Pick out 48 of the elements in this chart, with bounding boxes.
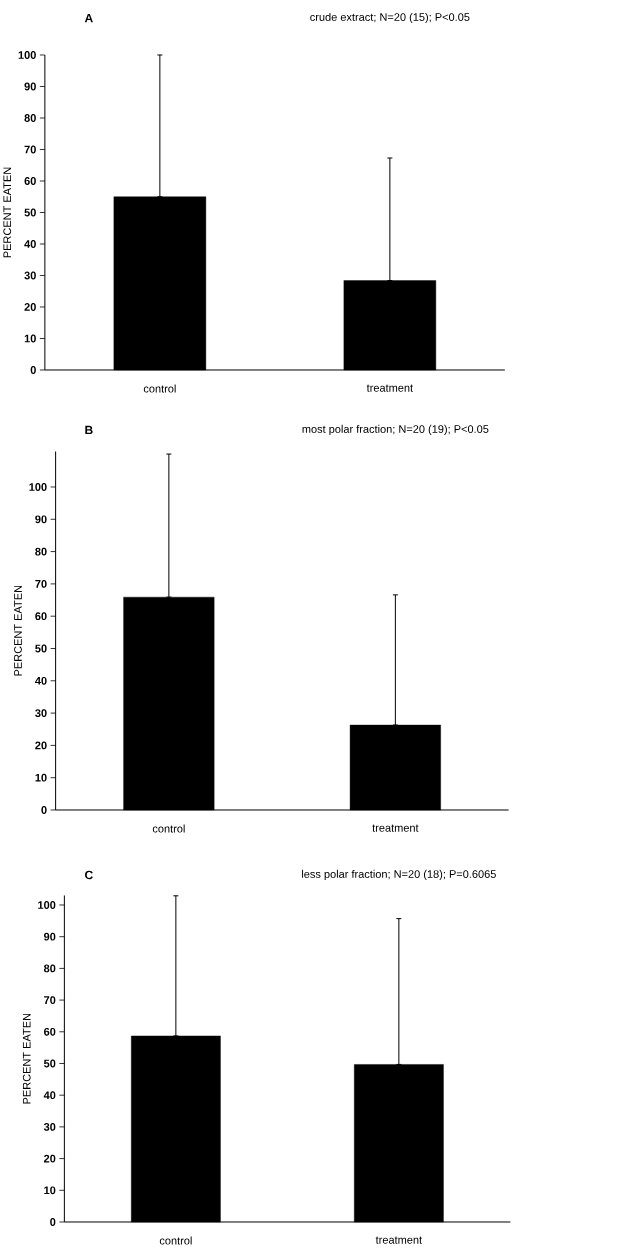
y-tick-label: 60 xyxy=(35,612,47,621)
x-tick-label: control xyxy=(152,824,185,833)
x-tick-label: treatment xyxy=(366,384,414,392)
y-tick-label: 100 xyxy=(38,901,56,909)
y-tick-label: 100 xyxy=(18,51,36,59)
y-tick-label: 0 xyxy=(41,806,47,814)
y-tick-label: 0 xyxy=(50,1218,56,1226)
y-tick-label: 100 xyxy=(29,483,47,491)
chart-title: crude extract; N=20 (15); P<0.05 xyxy=(310,12,470,24)
x-tick-label: treatment xyxy=(375,1236,423,1244)
y-tick-label: 50 xyxy=(44,1059,56,1068)
x-tick-label: treatment xyxy=(372,824,419,832)
y-tick-label: 50 xyxy=(24,208,36,217)
y-tick-label: 20 xyxy=(44,1154,56,1163)
x-tick-label: control xyxy=(143,384,176,393)
y-tick-label: 80 xyxy=(44,964,56,973)
text: C xyxy=(85,870,93,880)
chart-title: most polar fraction; N=20 (19); P<0.05 xyxy=(302,424,489,436)
y-tick-label: 30 xyxy=(24,271,36,280)
text: A xyxy=(84,13,93,23)
y-axis-title: PERCENT EATEN xyxy=(14,585,22,676)
y-tick-label: 20 xyxy=(35,741,47,750)
y-tick-label: 90 xyxy=(24,82,36,91)
y-tick-label: 90 xyxy=(44,932,56,941)
y-tick-label: 40 xyxy=(43,1091,56,1100)
y-tick-label: 20 xyxy=(24,303,36,311)
y-tick-label: 70 xyxy=(35,580,47,588)
y-tick-label: 80 xyxy=(35,547,47,556)
y-tick-label: 60 xyxy=(24,177,36,185)
y-tick-label: 40 xyxy=(24,240,36,248)
text: B xyxy=(85,425,93,435)
y-tick-label: 60 xyxy=(44,1027,56,1036)
y-tick-label: 10 xyxy=(44,1186,56,1195)
x-tick-label: control xyxy=(159,1236,192,1245)
y-tick-label: 30 xyxy=(43,1123,56,1131)
y-tick-label: 30 xyxy=(35,709,47,717)
y-tick-label: 90 xyxy=(35,515,47,524)
chart-title: less polar fraction; N=20 (18); P=0.6065 xyxy=(302,869,496,881)
y-tick-label: 40 xyxy=(35,676,47,685)
y-tick-label: 0 xyxy=(30,366,36,374)
y-tick-label: 70 xyxy=(44,996,56,1004)
y-tick-label: 80 xyxy=(24,114,36,122)
y-tick-label: 70 xyxy=(24,145,36,154)
y-tick-label: 50 xyxy=(35,644,47,653)
y-axis-title: PERCENT EATEN xyxy=(22,1013,31,1104)
y-axis-title: PERCENT EATEN xyxy=(3,167,12,258)
y-tick-label: 10 xyxy=(35,773,47,782)
y-tick-label: 10 xyxy=(24,334,36,343)
